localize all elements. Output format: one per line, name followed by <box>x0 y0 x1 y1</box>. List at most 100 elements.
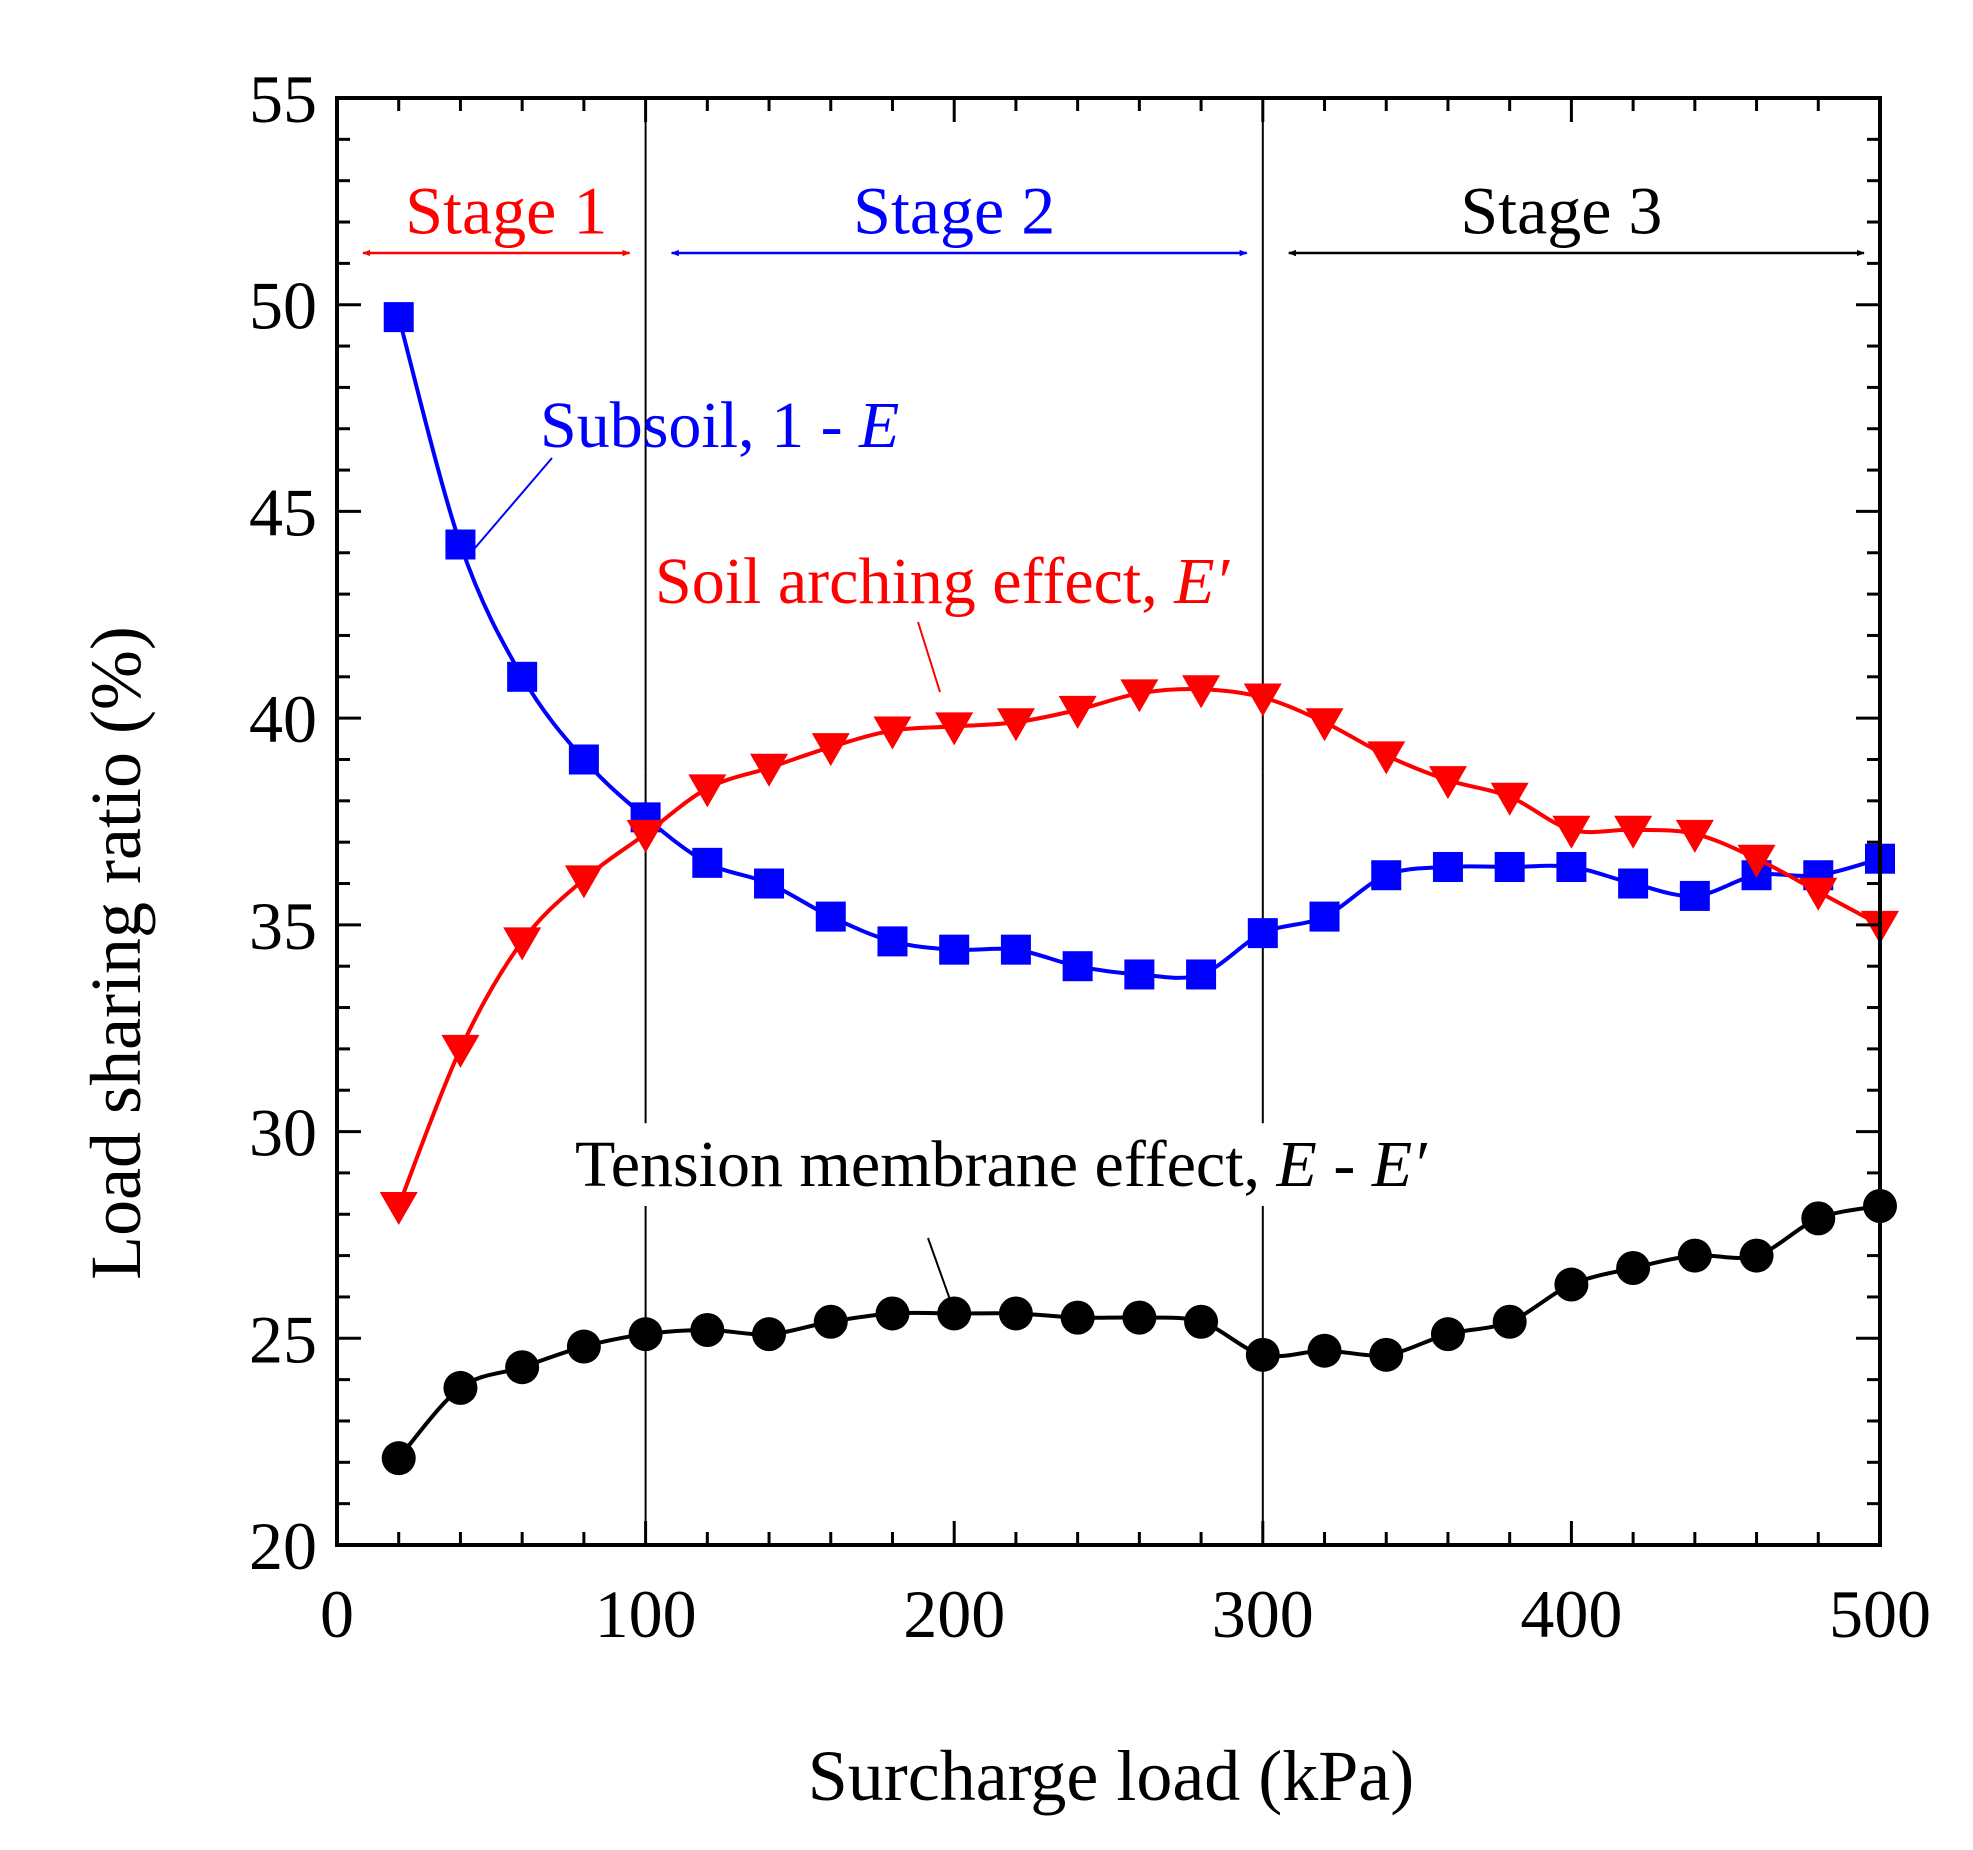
arching-data-point <box>996 708 1035 742</box>
arching-data-point <box>1305 708 1344 742</box>
x-tick-label: 200 <box>903 1576 1005 1652</box>
arching-data-point <box>626 819 665 853</box>
y-tick-label: 30 <box>249 1095 317 1171</box>
membrane-data-point <box>1060 1300 1095 1335</box>
x-tick-label: 100 <box>595 1576 697 1652</box>
membrane-data-point <box>1307 1333 1342 1368</box>
arching-data-point <box>503 927 542 961</box>
subsoil-data-point <box>568 744 599 775</box>
membrane-data-point <box>381 1441 416 1476</box>
subsoil-data-point <box>815 901 846 932</box>
arching-series <box>379 675 1899 1225</box>
y-axis-label: Load sharing ratio (%) <box>76 626 156 1280</box>
arching-data-point <box>379 1191 418 1225</box>
arching-data-point <box>1428 766 1467 800</box>
subsoil-data-point <box>1309 901 1340 932</box>
arching-data-point <box>564 865 603 899</box>
membrane-data-point <box>1184 1304 1219 1339</box>
y-axis: 20 25 30 35 40 45 50 55 <box>249 61 1880 1584</box>
arching-data-point <box>1799 877 1838 911</box>
membrane-data-point <box>1616 1251 1651 1286</box>
subsoil-data-point <box>1000 934 1031 965</box>
membrane-data-point <box>1492 1304 1527 1339</box>
membrane-data-point <box>813 1304 848 1339</box>
arching-data-point <box>1552 815 1591 849</box>
subsoil-data-point <box>692 847 723 878</box>
arching-data-point <box>1182 675 1221 709</box>
membrane-data-point <box>1801 1201 1836 1236</box>
arching-data-point <box>1675 819 1714 853</box>
arching-data-point <box>811 733 850 767</box>
x-tick-label: 300 <box>1212 1576 1314 1652</box>
subsoil-data-point <box>445 529 476 560</box>
membrane-series-label: Tension membrane effect, E - E′ <box>575 1128 1428 1201</box>
arching-leader-line <box>917 621 941 693</box>
stage-label-3: Stage 3 <box>1460 173 1662 249</box>
x-tick-label: 400 <box>1520 1576 1622 1652</box>
subsoil-data-point <box>1062 951 1093 982</box>
membrane-data-point <box>566 1329 601 1364</box>
subsoil-data-point <box>1124 959 1155 990</box>
membrane-series <box>381 1188 1897 1476</box>
x-tick-label: 0 <box>320 1576 354 1652</box>
series-layer <box>379 302 1899 1476</box>
subsoil-data-point <box>877 926 908 957</box>
stage-arrows: Stage 1 Stage 2 Stage 3 <box>362 173 1865 257</box>
membrane-data-point <box>1554 1267 1589 1302</box>
membrane-data-point <box>1122 1300 1157 1335</box>
membrane-data-point <box>1369 1337 1404 1372</box>
arching-data-point <box>750 753 789 787</box>
subsoil-data-point <box>1494 851 1525 882</box>
subsoil-data-point <box>1247 918 1278 949</box>
subsoil-data-point <box>754 868 785 899</box>
arching-data-point <box>1243 683 1282 717</box>
membrane-data-point <box>752 1317 787 1352</box>
x-axis: 0 100 200 300 400 500 <box>320 98 1931 1652</box>
y-tick-label: 45 <box>249 474 317 550</box>
subsoil-data-point <box>1618 868 1649 899</box>
arching-data-point <box>1737 844 1776 878</box>
stage-label-1: Stage 1 <box>405 173 607 249</box>
subsoil-leader-line <box>474 457 553 549</box>
subsoil-data-point <box>939 934 970 965</box>
y-tick-label: 35 <box>249 888 317 964</box>
arching-series-label: Soil arching effect, E′ <box>655 545 1231 618</box>
membrane-data-point <box>998 1296 1033 1331</box>
subsoil-data-point <box>507 661 538 692</box>
plot-frame <box>335 96 1882 1547</box>
subsoil-data-point <box>383 302 414 333</box>
x-axis-label: Surcharge load (kPa) <box>808 1736 1414 1816</box>
membrane-leader-line <box>927 1237 959 1323</box>
arching-data-point <box>1367 741 1406 775</box>
y-tick-label: 20 <box>249 1508 317 1584</box>
membrane-data-point <box>628 1317 663 1352</box>
membrane-data-point <box>1677 1238 1712 1273</box>
arching-data-point <box>1058 695 1097 729</box>
stage-label-2: Stage 2 <box>853 173 1055 249</box>
membrane-data-point <box>1739 1238 1774 1273</box>
arching-data-point <box>688 774 727 808</box>
membrane-data-point <box>875 1296 910 1331</box>
membrane-data-point <box>690 1313 725 1348</box>
arching-data-point <box>873 716 912 750</box>
arching-data-point <box>1490 782 1529 816</box>
subsoil-series-label: Subsoil, 1 - E <box>540 389 899 462</box>
subsoil-data-point <box>1186 959 1217 990</box>
arching-data-point <box>1120 679 1159 713</box>
arching-data-point <box>441 1034 480 1068</box>
arching-data-point <box>935 712 974 746</box>
subsoil-data-point <box>1679 880 1710 911</box>
y-tick-label: 25 <box>249 1301 317 1377</box>
y-tick-label: 55 <box>249 61 317 137</box>
x-tick-label: 500 <box>1829 1576 1931 1652</box>
subsoil-data-point <box>1432 851 1463 882</box>
arching-data-point <box>1614 815 1653 849</box>
membrane-data-point <box>1430 1317 1465 1352</box>
annotation-layer: Subsoil, 1 - E Soil arching effect, E′ T… <box>474 389 1428 1323</box>
membrane-data-point <box>443 1370 478 1405</box>
membrane-data-point <box>505 1350 540 1385</box>
y-tick-label: 40 <box>249 681 317 757</box>
membrane-data-point <box>1245 1337 1280 1372</box>
subsoil-data-point <box>1556 851 1587 882</box>
